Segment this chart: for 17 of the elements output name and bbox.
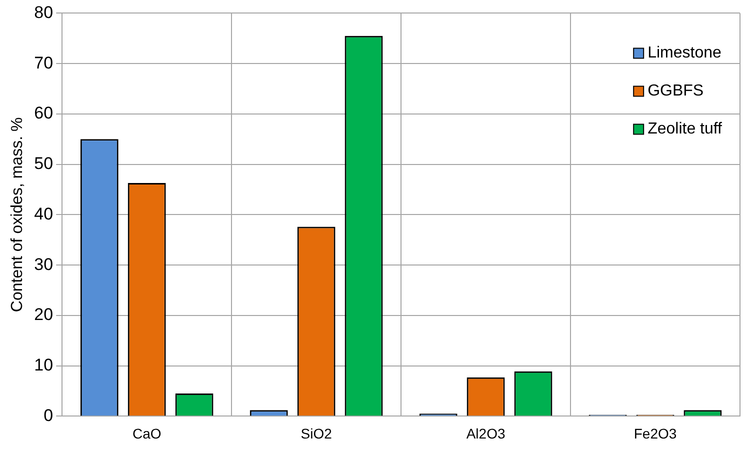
y-tick-label: 10 bbox=[34, 356, 54, 375]
y-tick-label: 70 bbox=[34, 53, 54, 72]
y-tick-label: 20 bbox=[34, 305, 54, 324]
y-tick-label: 80 bbox=[34, 2, 54, 22]
legend-label: Zeolite tuff bbox=[648, 120, 723, 138]
y-tick-label: 30 bbox=[34, 254, 54, 274]
x-tick-label: CaO bbox=[132, 425, 162, 442]
y-tick-label: 60 bbox=[34, 104, 54, 123]
y-axis-title: Content of oxides, mass. % bbox=[9, 117, 26, 312]
legend-label: Limestone bbox=[648, 44, 722, 62]
y-tick-label: 50 bbox=[34, 154, 54, 174]
x-tick-label: Al2O3 bbox=[466, 425, 506, 442]
y-tick-label: 0 bbox=[44, 406, 54, 425]
x-tick-label: SiO2 bbox=[300, 425, 332, 442]
y-tick-label: 40 bbox=[34, 204, 54, 224]
legend-label: GGBFS bbox=[648, 82, 704, 100]
x-tick-label: Fe2O3 bbox=[634, 425, 677, 442]
